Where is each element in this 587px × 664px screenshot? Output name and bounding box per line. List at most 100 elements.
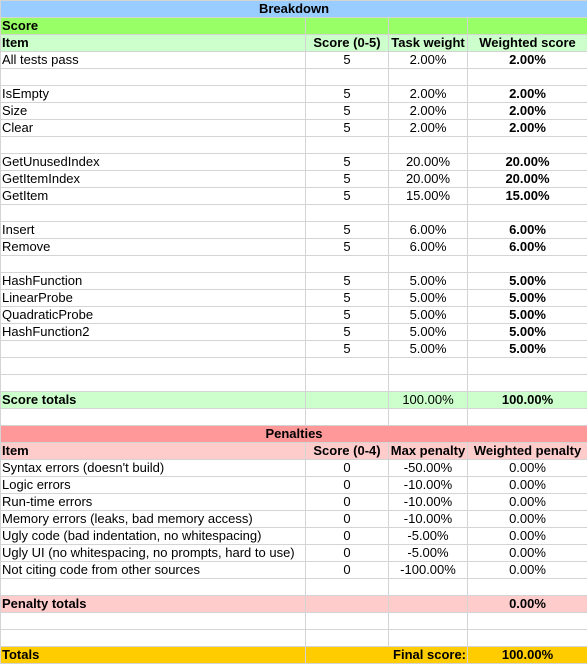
item-weight[interactable]: 20.00% bbox=[388, 170, 468, 188]
penalty-weighted[interactable]: 0.00% bbox=[466, 544, 587, 562]
item-weighted-score[interactable]: 5.00% bbox=[466, 306, 587, 324]
column-header-item[interactable]: Item bbox=[0, 442, 306, 460]
item-score[interactable]: 5 bbox=[305, 221, 389, 239]
item-name[interactable]: GetItemIndex bbox=[0, 170, 306, 188]
column-header-weighted-penalty[interactable]: Weighted penalty bbox=[466, 442, 587, 460]
cell[interactable] bbox=[466, 17, 587, 35]
item-name[interactable]: IsEmpty bbox=[0, 85, 306, 103]
cell[interactable] bbox=[0, 204, 306, 222]
cell[interactable] bbox=[305, 255, 389, 273]
item-weighted-score[interactable]: 6.00% bbox=[466, 221, 587, 239]
cell[interactable] bbox=[0, 357, 306, 375]
penalty-score[interactable]: 0 bbox=[305, 544, 389, 562]
cell[interactable] bbox=[388, 17, 468, 35]
item-weight[interactable]: 6.00% bbox=[388, 238, 468, 256]
cell[interactable] bbox=[0, 408, 306, 426]
cell[interactable] bbox=[388, 357, 468, 375]
penalty-item-name[interactable]: Run-time errors bbox=[0, 493, 306, 511]
item-score[interactable]: 5 bbox=[305, 187, 389, 205]
column-header-score[interactable]: Score (0-5) bbox=[305, 34, 389, 52]
penalty-item-name[interactable]: Syntax errors (doesn't build) bbox=[0, 459, 306, 477]
item-weight[interactable]: 5.00% bbox=[388, 272, 468, 290]
cell[interactable] bbox=[466, 629, 587, 647]
column-header-item[interactable]: Item bbox=[0, 34, 306, 52]
penalty-item-name[interactable]: Not citing code from other sources bbox=[0, 561, 306, 579]
item-name[interactable]: Size bbox=[0, 102, 306, 120]
item-weight[interactable]: 2.00% bbox=[388, 85, 468, 103]
penalties-title[interactable]: Penalties bbox=[0, 425, 587, 443]
penalty-score[interactable]: 0 bbox=[305, 493, 389, 511]
item-weight[interactable]: 2.00% bbox=[388, 119, 468, 137]
item-weight[interactable]: 5.00% bbox=[388, 306, 468, 324]
item-weighted-score[interactable]: 15.00% bbox=[466, 187, 587, 205]
item-score[interactable]: 5 bbox=[305, 119, 389, 137]
score-totals-weight[interactable]: 100.00% bbox=[388, 391, 468, 409]
final-score-label[interactable]: Final score: bbox=[305, 646, 468, 664]
item-score[interactable]: 5 bbox=[305, 238, 389, 256]
column-header-weighted[interactable]: Weighted score bbox=[466, 34, 587, 52]
item-weight[interactable]: 5.00% bbox=[388, 289, 468, 307]
penalty-item-name[interactable]: Logic errors bbox=[0, 476, 306, 494]
cell[interactable] bbox=[305, 408, 389, 426]
item-weighted-score[interactable]: 2.00% bbox=[466, 119, 587, 137]
cell[interactable] bbox=[0, 136, 306, 154]
penalty-item-name[interactable]: Ugly UI (no whitespacing, no prompts, ha… bbox=[0, 544, 306, 562]
cell[interactable] bbox=[388, 595, 468, 613]
item-weighted-score[interactable]: 2.00% bbox=[466, 51, 587, 69]
cell[interactable] bbox=[305, 17, 389, 35]
cell[interactable] bbox=[388, 578, 468, 596]
score-totals-weighted[interactable]: 100.00% bbox=[466, 391, 587, 409]
cell[interactable] bbox=[388, 136, 468, 154]
cell[interactable] bbox=[388, 255, 468, 273]
item-weight[interactable]: 5.00% bbox=[388, 323, 468, 341]
cell[interactable] bbox=[0, 578, 306, 596]
cell[interactable] bbox=[0, 374, 306, 392]
cell[interactable] bbox=[388, 629, 468, 647]
cell[interactable] bbox=[0, 255, 306, 273]
column-header-weight[interactable]: Task weight bbox=[388, 34, 468, 52]
cell[interactable] bbox=[0, 612, 306, 630]
item-name[interactable] bbox=[0, 340, 306, 358]
cell[interactable] bbox=[466, 374, 587, 392]
item-weighted-score[interactable]: 5.00% bbox=[466, 272, 587, 290]
item-name[interactable]: GetUnusedIndex bbox=[0, 153, 306, 171]
column-header-max-penalty[interactable]: Max penalty bbox=[388, 442, 468, 460]
cell[interactable] bbox=[305, 391, 389, 409]
penalty-score[interactable]: 0 bbox=[305, 459, 389, 477]
cell[interactable] bbox=[305, 68, 389, 86]
cell[interactable] bbox=[466, 408, 587, 426]
item-score[interactable]: 5 bbox=[305, 289, 389, 307]
penalty-weighted[interactable]: 0.00% bbox=[466, 476, 587, 494]
cell[interactable] bbox=[466, 68, 587, 86]
penalty-weighted[interactable]: 0.00% bbox=[466, 510, 587, 528]
breakdown-title[interactable]: Breakdown bbox=[0, 0, 587, 18]
cell[interactable] bbox=[466, 255, 587, 273]
score-section-title[interactable]: Score bbox=[0, 17, 306, 35]
item-name[interactable]: Remove bbox=[0, 238, 306, 256]
cell[interactable] bbox=[466, 136, 587, 154]
item-name[interactable]: HashFunction bbox=[0, 272, 306, 290]
cell[interactable] bbox=[466, 612, 587, 630]
item-name[interactable]: All tests pass bbox=[0, 51, 306, 69]
cell[interactable] bbox=[388, 612, 468, 630]
penalty-score[interactable]: 0 bbox=[305, 561, 389, 579]
item-weight[interactable]: 2.00% bbox=[388, 51, 468, 69]
item-weight[interactable]: 5.00% bbox=[388, 340, 468, 358]
item-weight[interactable]: 6.00% bbox=[388, 221, 468, 239]
item-name[interactable]: Clear bbox=[0, 119, 306, 137]
item-weighted-score[interactable]: 20.00% bbox=[466, 153, 587, 171]
cell[interactable] bbox=[388, 374, 468, 392]
cell[interactable] bbox=[305, 136, 389, 154]
cell[interactable] bbox=[388, 68, 468, 86]
item-name[interactable]: QuadraticProbe bbox=[0, 306, 306, 324]
penalty-max[interactable]: -50.00% bbox=[388, 459, 468, 477]
penalty-item-name[interactable]: Memory errors (leaks, bad memory access) bbox=[0, 510, 306, 528]
item-weighted-score[interactable]: 6.00% bbox=[466, 238, 587, 256]
penalty-weighted[interactable]: 0.00% bbox=[466, 561, 587, 579]
column-header-score[interactable]: Score (0-4) bbox=[305, 442, 389, 460]
cell[interactable] bbox=[305, 612, 389, 630]
penalty-max[interactable]: -100.00% bbox=[388, 561, 468, 579]
penalty-max[interactable]: -10.00% bbox=[388, 493, 468, 511]
item-score[interactable]: 5 bbox=[305, 323, 389, 341]
penalty-max[interactable]: -10.00% bbox=[388, 510, 468, 528]
